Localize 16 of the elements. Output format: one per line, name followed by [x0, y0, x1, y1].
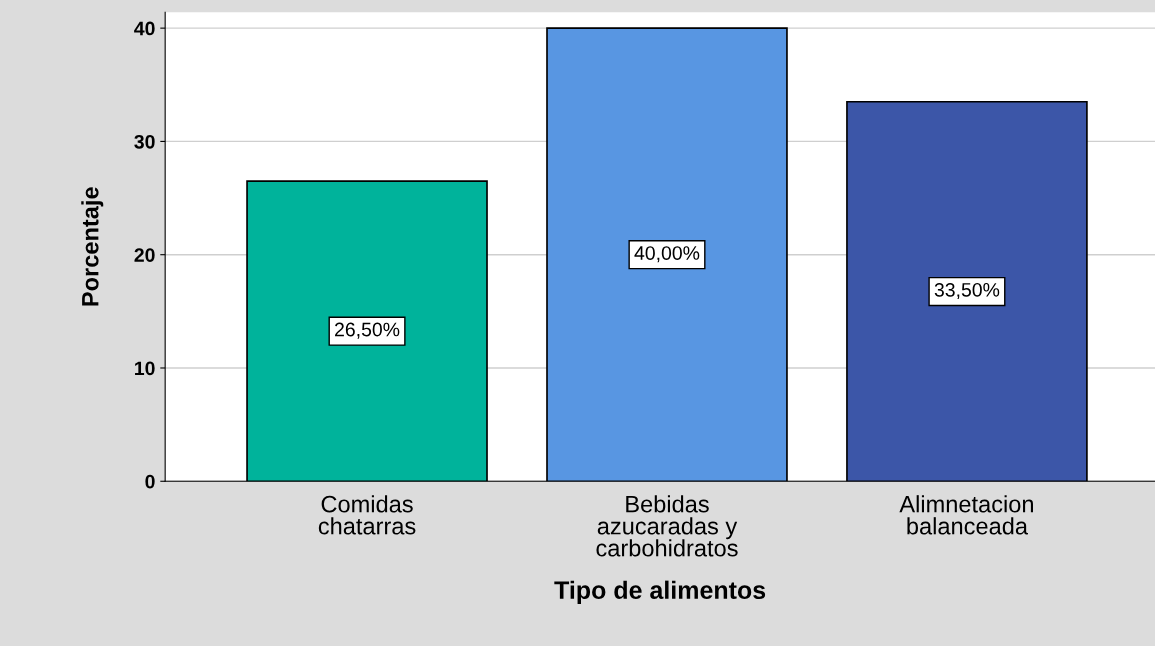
data-label: 33,50% [934, 282, 1000, 300]
bar [246, 180, 488, 482]
y-tick-label: 20 [134, 248, 155, 262]
y-tick-label: 30 [134, 134, 155, 149]
data-label: 40,00% [634, 246, 700, 263]
data-label: 26,50% [335, 322, 400, 339]
bar [846, 100, 1088, 482]
y-tick-label: 40 [134, 21, 155, 36]
y-tick-label: 0 [145, 474, 155, 489]
x-tick-label: Comidas chatarras [318, 495, 416, 535]
x-tick-label: Bebidas azucaradas y carbohidratos [596, 495, 738, 557]
x-tick-label: Alimnetacion balanceada [899, 495, 1033, 535]
y-axis-title: Porcentaje [81, 187, 104, 306]
y-tick-label: 10 [135, 361, 155, 376]
bar [546, 27, 788, 482]
x-axis-title: Tipo de alimentos [554, 580, 766, 604]
